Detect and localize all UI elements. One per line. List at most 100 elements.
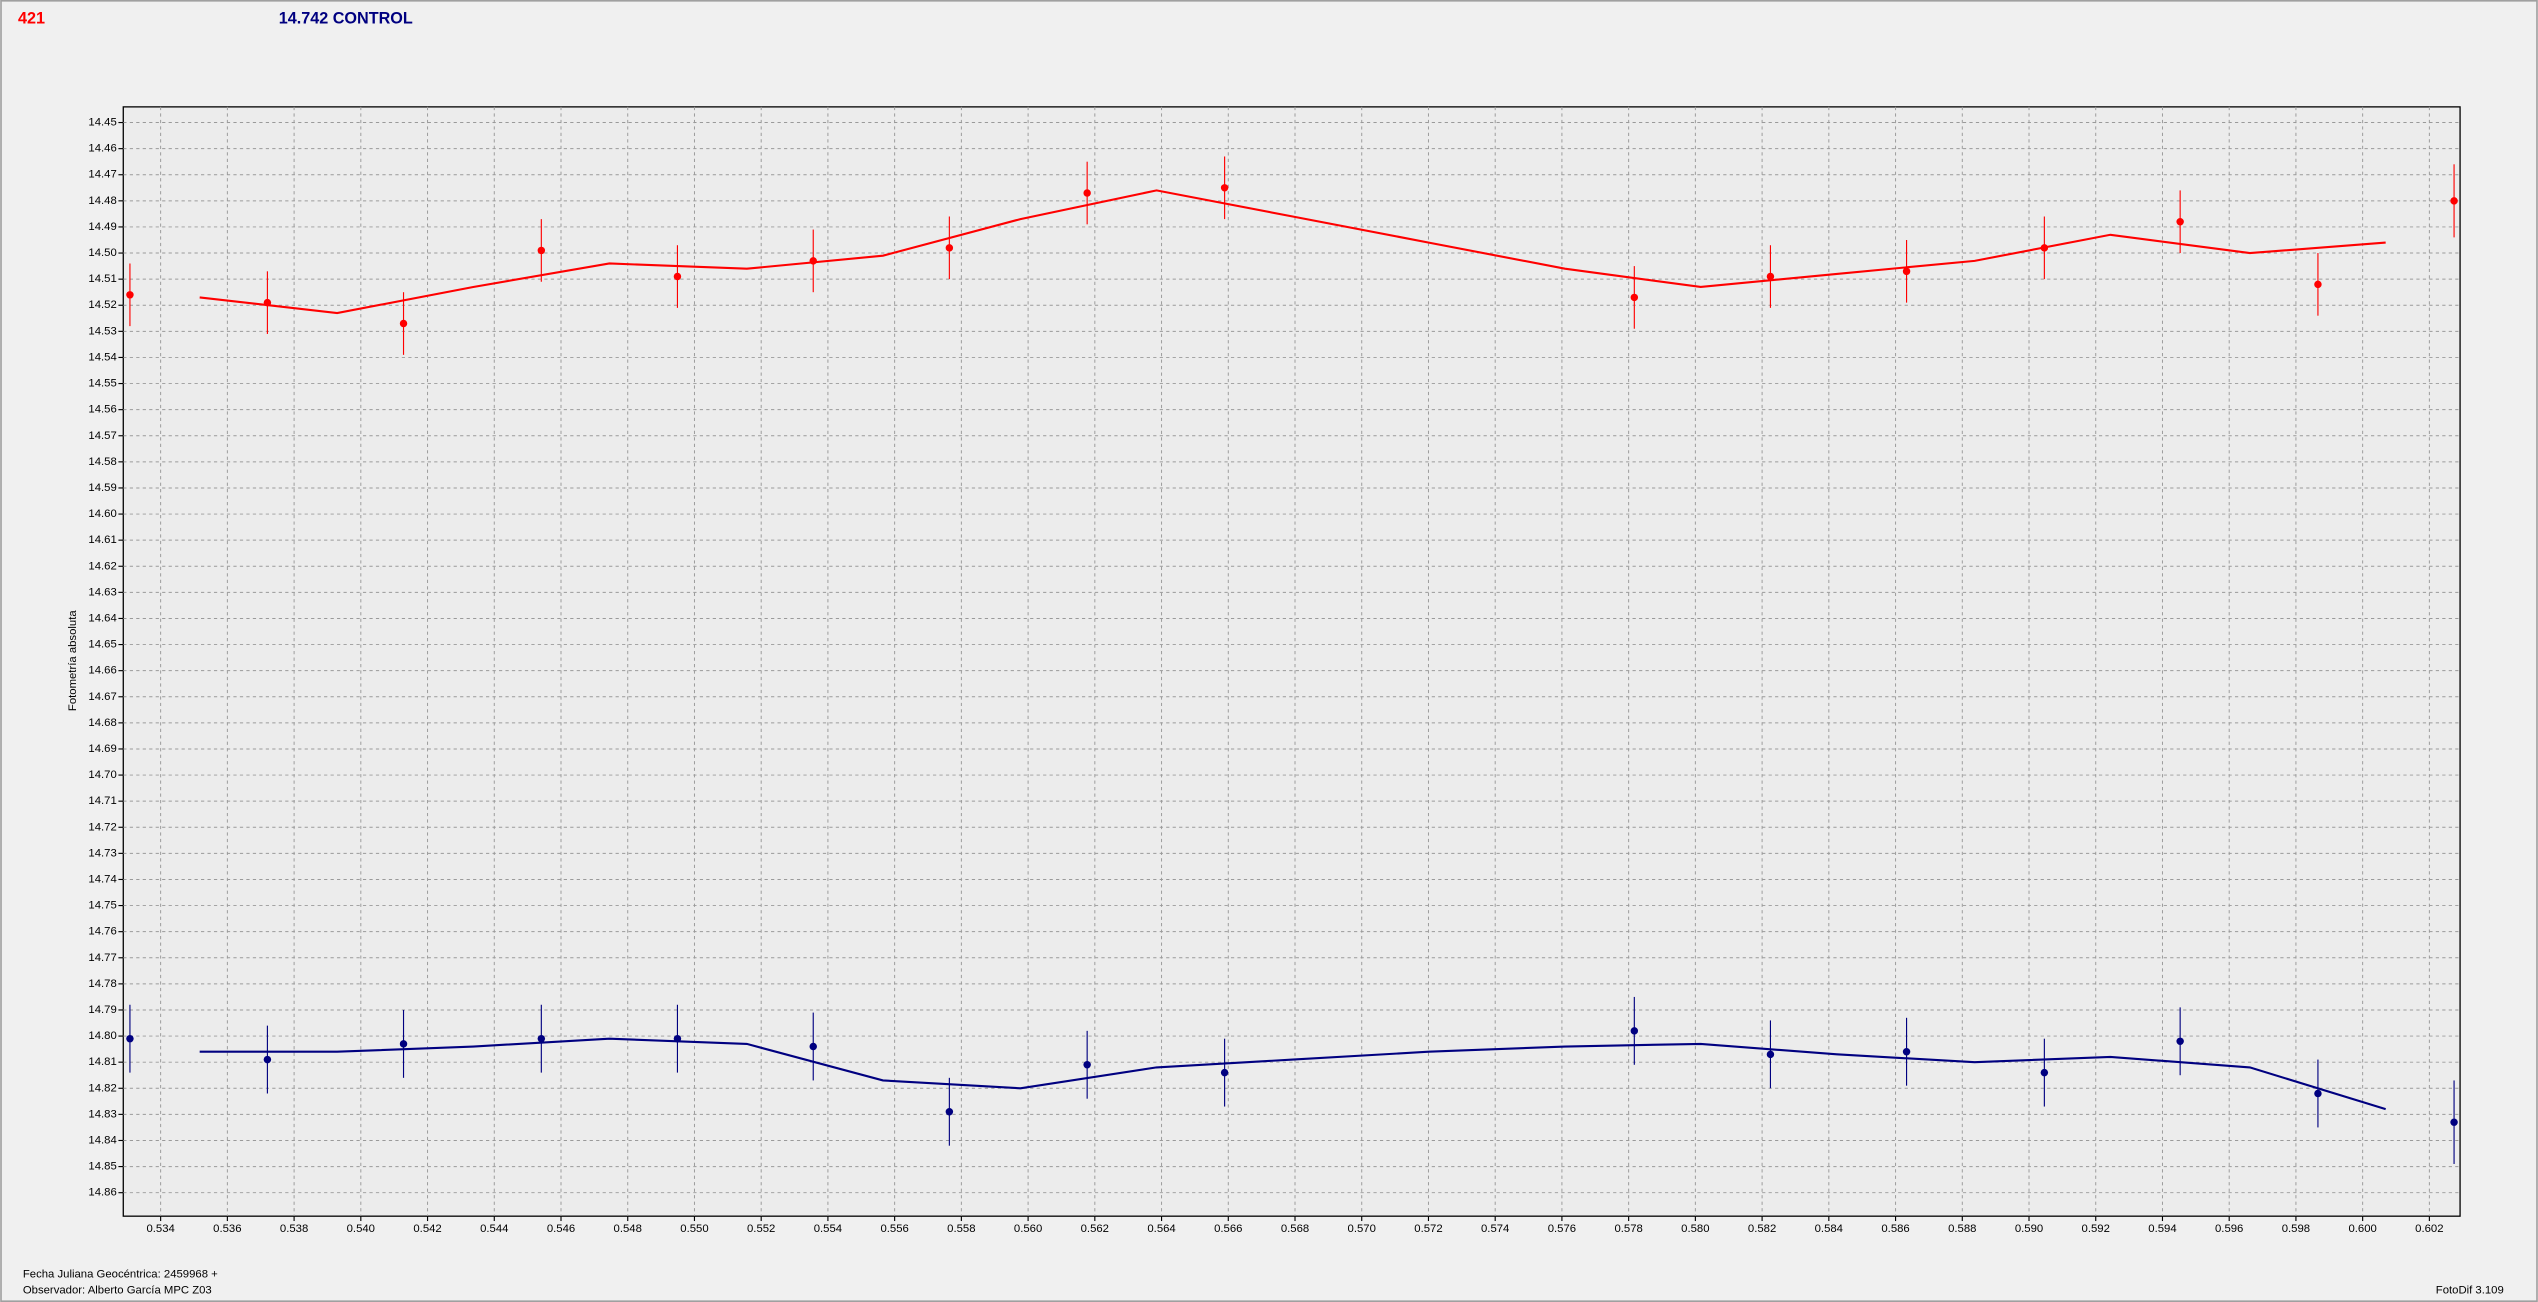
fit-line bbox=[199, 189, 2386, 315]
y-tick-label: 14.83 bbox=[88, 1108, 116, 1120]
data-point bbox=[1766, 1050, 1775, 1059]
x-tick-label: 0.568 bbox=[1281, 1223, 1309, 1235]
y-tick-label: 14.60 bbox=[88, 508, 116, 520]
y-tick-label: 14.67 bbox=[88, 691, 116, 703]
y-tick-label: 14.45 bbox=[88, 117, 116, 129]
y-tick-label: 14.46 bbox=[88, 143, 116, 155]
y-tick-label: 14.53 bbox=[88, 325, 116, 337]
data-point bbox=[126, 1034, 134, 1043]
data-point bbox=[1766, 272, 1775, 281]
data-point bbox=[945, 244, 954, 252]
data-point bbox=[673, 1034, 682, 1043]
y-tick-label: 14.73 bbox=[88, 847, 116, 859]
data-point bbox=[263, 298, 272, 307]
x-tick-label: 0.540 bbox=[347, 1223, 375, 1235]
x-tick-label: 0.600 bbox=[2348, 1223, 2376, 1235]
x-tick-label: 0.552 bbox=[747, 1223, 775, 1235]
x-tick-label: 0.592 bbox=[2082, 1223, 2110, 1235]
data-point bbox=[1630, 293, 1639, 302]
data-point bbox=[673, 272, 682, 281]
x-tick-label: 0.596 bbox=[2215, 1223, 2243, 1235]
data-point bbox=[2176, 1037, 2184, 1046]
y-tick-label: 14.58 bbox=[88, 456, 116, 468]
data-point bbox=[809, 257, 817, 265]
data-point bbox=[809, 1042, 817, 1051]
y-tick-label: 14.85 bbox=[88, 1161, 116, 1173]
data-point bbox=[2040, 244, 2049, 252]
x-tick-label: 0.586 bbox=[1881, 1223, 1909, 1235]
x-tick-label: 0.602 bbox=[2415, 1223, 2443, 1235]
y-tick-label: 14.65 bbox=[88, 639, 116, 651]
y-tick-label: 14.63 bbox=[88, 586, 116, 598]
footer-line: Fecha Juliana Geocéntrica: 2459968 + bbox=[23, 1268, 218, 1280]
y-tick-label: 14.79 bbox=[88, 1004, 116, 1016]
y-tick-label: 14.77 bbox=[88, 952, 116, 964]
y-tick-label: 14.54 bbox=[88, 351, 116, 363]
y-tick-label: 14.59 bbox=[88, 482, 116, 494]
data-point bbox=[2314, 1089, 2322, 1098]
x-tick-label: 0.594 bbox=[2148, 1223, 2176, 1235]
y-tick-label: 14.47 bbox=[88, 169, 116, 181]
x-tick-label: 0.538 bbox=[280, 1223, 308, 1235]
x-tick-label: 0.560 bbox=[1014, 1223, 1042, 1235]
data-point bbox=[1083, 189, 1091, 197]
y-tick-label: 14.48 bbox=[88, 195, 116, 207]
x-tick-label: 0.546 bbox=[547, 1223, 575, 1235]
data-point bbox=[126, 291, 134, 299]
x-tick-label: 0.566 bbox=[1214, 1223, 1242, 1235]
x-tick-label: 0.554 bbox=[814, 1223, 842, 1235]
data-point bbox=[399, 319, 408, 328]
chart-title: 14.742 CONTROL bbox=[279, 10, 413, 28]
y-tick-label: 14.75 bbox=[88, 900, 116, 912]
x-tick-label: 0.572 bbox=[1414, 1223, 1442, 1235]
y-tick-label: 14.62 bbox=[88, 560, 116, 572]
data-point bbox=[2450, 197, 2458, 205]
y-tick-label: 14.74 bbox=[88, 873, 116, 885]
x-tick-label: 0.550 bbox=[680, 1223, 708, 1235]
y-tick-label: 14.84 bbox=[88, 1134, 116, 1146]
y-tick-label: 14.69 bbox=[88, 743, 116, 755]
y-tick-label: 14.78 bbox=[88, 978, 116, 990]
x-tick-label: 0.542 bbox=[413, 1223, 441, 1235]
software-version: FotoDif 3.109 bbox=[2436, 1285, 2504, 1297]
y-tick-label: 14.57 bbox=[88, 430, 116, 442]
data-point bbox=[2314, 280, 2322, 289]
x-tick-label: 0.574 bbox=[1481, 1223, 1509, 1235]
x-tick-label: 0.580 bbox=[1681, 1223, 1709, 1235]
data-point bbox=[1902, 1048, 1911, 1056]
y-tick-label: 14.81 bbox=[88, 1056, 116, 1068]
y-tick-label: 14.72 bbox=[88, 821, 116, 833]
y-tick-label: 14.56 bbox=[88, 404, 116, 416]
y-tick-label: 14.52 bbox=[88, 299, 116, 311]
y-tick-label: 14.49 bbox=[88, 221, 116, 233]
data-point bbox=[2176, 218, 2184, 226]
data-point bbox=[2040, 1068, 2049, 1077]
y-tick-label: 14.66 bbox=[88, 665, 116, 677]
x-tick-label: 0.598 bbox=[2282, 1223, 2310, 1235]
x-tick-label: 0.536 bbox=[213, 1223, 241, 1235]
y-tick-label: 14.82 bbox=[88, 1082, 116, 1094]
x-tick-label: 0.556 bbox=[880, 1223, 908, 1235]
y-tick-label: 14.76 bbox=[88, 926, 116, 938]
data-point bbox=[1083, 1061, 1091, 1069]
x-tick-label: 0.584 bbox=[1815, 1223, 1843, 1235]
data-point bbox=[1220, 1068, 1229, 1077]
fit-line bbox=[199, 1037, 2386, 1111]
y-axis-label: Fotometría absoluta bbox=[67, 610, 79, 711]
x-tick-label: 0.564 bbox=[1147, 1223, 1175, 1235]
x-tick-label: 0.582 bbox=[1748, 1223, 1776, 1235]
data-point bbox=[399, 1040, 408, 1048]
plot-area bbox=[122, 106, 2461, 1217]
x-tick-label: 0.548 bbox=[614, 1223, 642, 1235]
x-tick-label: 0.558 bbox=[947, 1223, 975, 1235]
data-point bbox=[1220, 184, 1229, 192]
data-point bbox=[263, 1055, 272, 1064]
x-tick-label: 0.544 bbox=[480, 1223, 508, 1235]
y-tick-label: 14.70 bbox=[88, 769, 116, 781]
y-tick-label: 14.71 bbox=[88, 795, 116, 807]
x-tick-label: 0.578 bbox=[1614, 1223, 1642, 1235]
x-tick-label: 0.590 bbox=[2015, 1223, 2043, 1235]
y-tick-label: 14.80 bbox=[88, 1030, 116, 1042]
